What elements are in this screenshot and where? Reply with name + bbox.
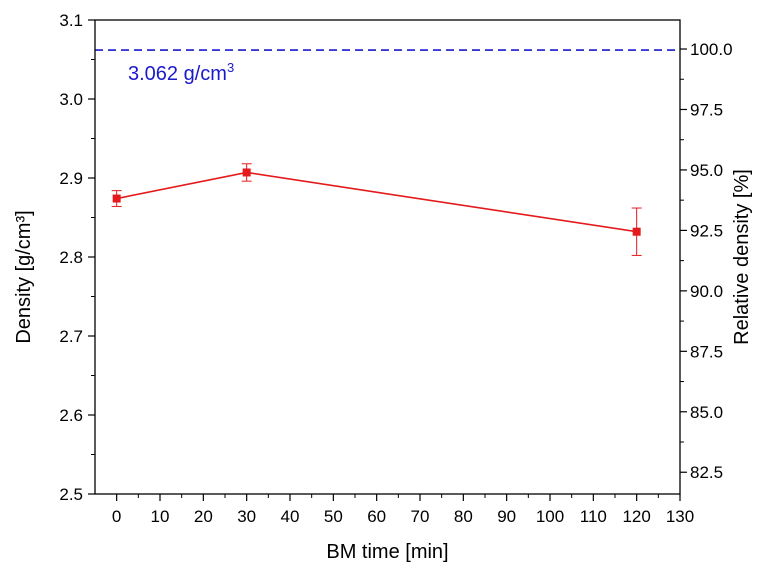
- x-tick-label: 60: [367, 507, 386, 526]
- y-tick-label: 2.7: [59, 327, 83, 346]
- y-tick-label: 3.0: [59, 90, 83, 109]
- x-tick-label: 100: [536, 507, 564, 526]
- reference-line-label: 3.062 g/cm3: [128, 60, 234, 85]
- series-line: [116, 171, 637, 233]
- x-tick-label: 40: [281, 507, 300, 526]
- data-point: [632, 227, 641, 236]
- plot-frame: [94, 19, 681, 495]
- y2-tick-label: 97.5: [690, 100, 723, 119]
- y2-tick-label: 90.0: [690, 282, 723, 301]
- x-tick-label: 10: [151, 507, 170, 526]
- y2-tick-label: 85.0: [690, 403, 723, 422]
- y2-tick-label: 100.0: [690, 40, 733, 59]
- data-point: [242, 168, 251, 177]
- y-tick-label: 2.6: [59, 406, 83, 425]
- x-tick-label: 120: [622, 507, 650, 526]
- x-axis-title: BM time [min]: [326, 541, 448, 563]
- x-tick-label: 70: [411, 507, 430, 526]
- x-tick-label: 0: [112, 507, 121, 526]
- data-layer: [95, 49, 680, 256]
- y-tick-label: 3.1: [59, 11, 83, 30]
- y-tick-label: 2.9: [59, 169, 83, 188]
- data-point: [112, 194, 121, 203]
- x-tick-label: 110: [580, 507, 607, 526]
- x-tick-label: 130: [666, 507, 694, 526]
- ticks-layer: 0 10 20 30 40 50 60 70 80 90 100 110 120 130 2.5 2.6 2.7…: [59, 11, 732, 526]
- y-tick-label: 2.5: [59, 485, 83, 504]
- x-tick-label: 80: [454, 507, 473, 526]
- y2-tick-label: 95.0: [690, 161, 723, 180]
- x-tick-label: 30: [237, 507, 256, 526]
- y-axis-title-left: Density [g/cm³]: [13, 210, 35, 343]
- y-tick-label: 2.8: [59, 248, 83, 267]
- x-tick-label: 20: [194, 507, 213, 526]
- y-axis-title-right: Relative density [%]: [731, 169, 753, 345]
- y2-tick-label: 87.5: [690, 342, 723, 361]
- y2-tick-label: 92.5: [690, 221, 723, 240]
- reference-line-label-sup: 3: [227, 60, 234, 75]
- x-tick-label: 90: [497, 507, 516, 526]
- reference-line-label-main: 3.062 g/cm: [128, 63, 227, 85]
- x-tick-label: 50: [324, 507, 343, 526]
- y2-tick-label: 82.5: [690, 463, 723, 482]
